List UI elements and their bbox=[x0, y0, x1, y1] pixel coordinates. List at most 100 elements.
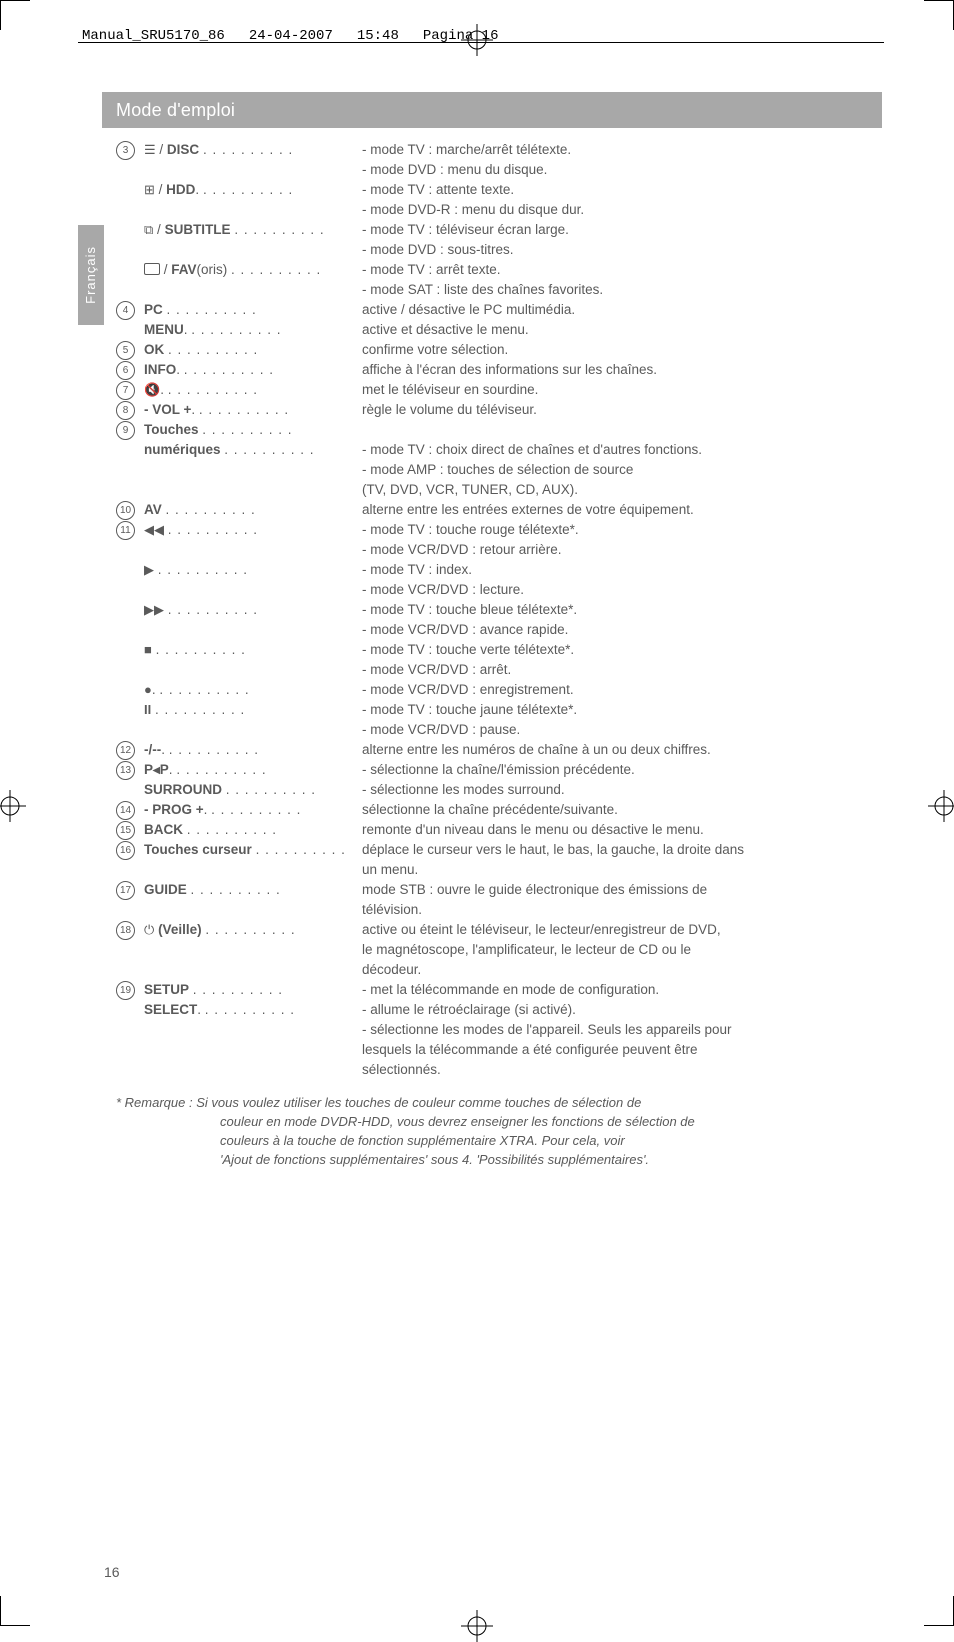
header-time: 15:48 bbox=[357, 26, 399, 46]
row-number bbox=[116, 600, 144, 601]
content-row: 17GUIDE . . . . . . . . . . mode STB : o… bbox=[116, 880, 884, 900]
content-row: 8 - VOL +. . . . . . . . . . . règle le v… bbox=[116, 400, 884, 420]
row-desc-continuation: sélectionnés. bbox=[362, 1060, 884, 1080]
row-label: -/--. . . . . . . . . . . bbox=[144, 740, 362, 760]
row-desc-continuation: télévision. bbox=[362, 900, 884, 920]
row-number bbox=[116, 860, 144, 861]
content-row: ⊞ / HDD. . . . . . . . . . . - mode TV :… bbox=[116, 180, 884, 200]
circled-number: 18 bbox=[116, 921, 135, 940]
row-desc-continuation: lesquels la télécommande a été configuré… bbox=[362, 1040, 884, 1060]
row-label: AV . . . . . . . . . . bbox=[144, 500, 362, 520]
row-label: ⧉ / SUBTITLE . . . . . . . . . . bbox=[144, 220, 362, 240]
row-number bbox=[116, 960, 144, 961]
circled-number: 16 bbox=[116, 841, 135, 860]
row-desc: remonte d'un niveau dans le menu ou désa… bbox=[362, 820, 884, 840]
row-desc-continuation: - mode VCR/DVD : retour arrière. bbox=[362, 540, 884, 560]
row-label: 🔇. . . . . . . . . . . bbox=[144, 380, 362, 400]
content-row: un menu. bbox=[116, 860, 884, 880]
language-tab-text: Français bbox=[82, 246, 101, 304]
row-number bbox=[116, 720, 144, 721]
row-number bbox=[116, 280, 144, 281]
row-desc-continuation: (TV, DVD, VCR, TUNER, CD, AUX). bbox=[362, 480, 884, 500]
remark-line: couleur en mode DVDR-HDD, vous devrez en… bbox=[220, 1113, 844, 1132]
content-row: - mode DVD-R : menu du disque dur. bbox=[116, 200, 884, 220]
row-number: 15 bbox=[116, 820, 144, 840]
row-number bbox=[116, 660, 144, 661]
row-desc: - mode TV : arrêt texte. bbox=[362, 260, 884, 280]
content-row: ▶▶ . . . . . . . . . . - mode TV : touch… bbox=[116, 600, 884, 620]
row-number bbox=[116, 1000, 144, 1001]
row-label: - VOL +. . . . . . . . . . . bbox=[144, 400, 362, 420]
registration-mark-top bbox=[461, 24, 493, 56]
content-row: le magnétoscope, l'amplificateur, le lec… bbox=[116, 940, 884, 960]
row-label: ▶ . . . . . . . . . . bbox=[144, 560, 362, 580]
page-number: 16 bbox=[104, 1562, 120, 1582]
row-number bbox=[116, 1020, 144, 1021]
row-number bbox=[116, 700, 144, 701]
row-label: OK . . . . . . . . . . bbox=[144, 340, 362, 360]
row-desc: - allume le rétroéclairage (si activé). bbox=[362, 1000, 884, 1020]
content-row: 19SETUP . . . . . . . . . . - met la tél… bbox=[116, 980, 884, 1000]
row-label: BACK . . . . . . . . . . bbox=[144, 820, 362, 840]
circled-number: 12 bbox=[116, 741, 135, 760]
row-desc-continuation: - mode AMP : touches de sélection de sou… bbox=[362, 460, 884, 480]
language-tab: Français bbox=[78, 225, 104, 325]
content-row: - mode DVD : sous-titres. bbox=[116, 240, 884, 260]
content-row: ■ . . . . . . . . . . - mode TV : touche… bbox=[116, 640, 884, 660]
row-desc: déplace le curseur vers le haut, le bas,… bbox=[362, 840, 884, 860]
row-desc-continuation: - sélectionne les modes de l'appareil. S… bbox=[362, 1020, 884, 1040]
row-desc: confirme votre sélection. bbox=[362, 340, 884, 360]
circled-number: 10 bbox=[116, 501, 135, 520]
content-row: 16 Touches curseur . . . . . . . . . . dé… bbox=[116, 840, 884, 860]
row-number: 9 bbox=[116, 420, 144, 440]
content-row: - mode VCR/DVD : retour arrière. bbox=[116, 540, 884, 560]
row-label: / FAV(oris) . . . . . . . . . . bbox=[144, 260, 362, 280]
row-number: 17 bbox=[116, 880, 144, 900]
row-number bbox=[116, 540, 144, 541]
row-desc: - sélectionne les modes surround. bbox=[362, 780, 884, 800]
header-date: 24-04-2007 bbox=[249, 26, 333, 46]
content-row: - mode VCR/DVD : arrêt. bbox=[116, 660, 884, 680]
row-number bbox=[116, 220, 144, 221]
content-row: 14- PROG +. . . . . . . . . . . sélectio… bbox=[116, 800, 884, 820]
row-label: Touches curseur . . . . . . . . . . bbox=[144, 840, 362, 860]
section-title-text: Mode d'emploi bbox=[116, 97, 235, 123]
row-desc: règle le volume du téléviseur. bbox=[362, 400, 884, 420]
row-label: SELECT. . . . . . . . . . . bbox=[144, 1000, 362, 1020]
row-desc: active ou éteint le téléviseur, le lecte… bbox=[362, 920, 884, 940]
content-row: 10AV . . . . . . . . . . alterne entre l… bbox=[116, 500, 884, 520]
content-row: MENU. . . . . . . . . . . active et désa… bbox=[116, 320, 884, 340]
content-row: 18⏻ (Veille) . . . . . . . . . . active … bbox=[116, 920, 884, 940]
row-number: 8 bbox=[116, 400, 144, 420]
row-label: ▶▶ . . . . . . . . . . bbox=[144, 600, 362, 620]
row-desc-continuation: - mode SAT : liste des chaînes favorites… bbox=[362, 280, 884, 300]
circled-number: 9 bbox=[116, 421, 135, 440]
remark-block: * Remarque : Si vous voulez utiliser les… bbox=[116, 1094, 884, 1169]
content-row: 5OK . . . . . . . . . . confirme votre s… bbox=[116, 340, 884, 360]
circled-number: 6 bbox=[116, 361, 135, 380]
content-row: 12-/--. . . . . . . . . . . alterne entr… bbox=[116, 740, 884, 760]
row-desc-continuation: - mode VCR/DVD : arrêt. bbox=[362, 660, 884, 680]
circled-number: 17 bbox=[116, 881, 135, 900]
row-desc: active et désactive le menu. bbox=[362, 320, 884, 340]
row-number bbox=[116, 240, 144, 241]
row-desc: met le téléviseur en sourdine. bbox=[362, 380, 884, 400]
row-number: 18 bbox=[116, 920, 144, 940]
row-label: GUIDE . . . . . . . . . . bbox=[144, 880, 362, 900]
content-row: lesquels la télécommande a été configuré… bbox=[116, 1040, 884, 1060]
content-row: 6INFO. . . . . . . . . . . affiche à l'é… bbox=[116, 360, 884, 380]
circled-number: 14 bbox=[116, 801, 135, 820]
row-desc: - sélectionne la chaîne/l'émission précé… bbox=[362, 760, 884, 780]
row-number: 12 bbox=[116, 740, 144, 760]
row-desc-continuation: - mode VCR/DVD : avance rapide. bbox=[362, 620, 884, 640]
content-row: / FAV(oris) . . . . . . . . . . - mode T… bbox=[116, 260, 884, 280]
row-label: ■ . . . . . . . . . . bbox=[144, 640, 362, 660]
content-row: ●. . . . . . . . . . . - mode VCR/DVD : … bbox=[116, 680, 884, 700]
row-desc: - mode TV : marche/arrêt télétexte. bbox=[362, 140, 884, 160]
row-desc: affiche à l'écran des informations sur l… bbox=[362, 360, 884, 380]
row-number bbox=[116, 1040, 144, 1041]
row-number bbox=[116, 560, 144, 561]
content-row: 9Touches . . . . . . . . . . bbox=[116, 420, 884, 440]
circled-number: 4 bbox=[116, 301, 135, 320]
circled-number: 8 bbox=[116, 401, 135, 420]
